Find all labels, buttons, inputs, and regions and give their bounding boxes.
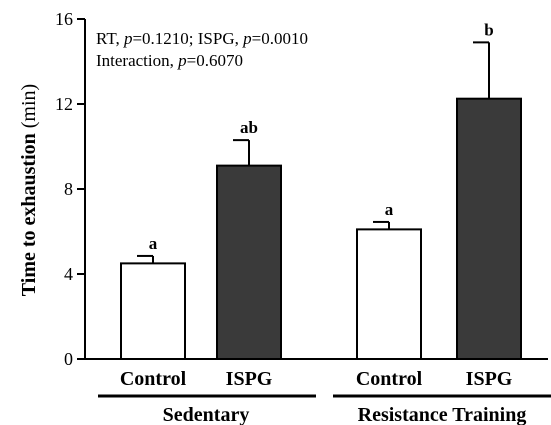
y-tick-label: 8 <box>64 179 73 199</box>
group-label-sedentary: Sedentary <box>163 404 250 425</box>
y-tick-label: 12 <box>55 94 73 114</box>
y-tick-label: 4 <box>64 264 73 284</box>
bar-sedentary-ispg <box>216 164 282 360</box>
y-ticks: 0 4 8 12 16 <box>55 9 85 369</box>
category-label-sedentary-control: Control <box>120 368 187 390</box>
y-axis-label: Time to exhaustion (min) <box>18 84 40 296</box>
sig-letter-sedentary-control: a <box>149 234 158 253</box>
bar-resistance-training-control <box>356 228 422 360</box>
bar-resistance-training-ispg <box>456 97 522 360</box>
stats-annotation-line-1: RT, p=0.1210; ISPG, p=0.0010 <box>96 29 308 48</box>
group-label-resistance-training: Resistance Training <box>358 404 527 425</box>
y-tick-label: 16 <box>55 9 73 29</box>
sig-letter-sedentary-ispg: ab <box>240 118 258 137</box>
sig-letter-resistance-training-control: a <box>385 200 394 219</box>
category-label-sedentary-ispg: ISPG <box>226 368 273 390</box>
bars-layer: a Control ab ISPG a Control b ISPG <box>120 20 522 390</box>
category-label-resistance-training-control: Control <box>356 368 423 390</box>
bar-sedentary-control <box>120 262 186 360</box>
category-label-resistance-training-ispg: ISPG <box>466 368 513 390</box>
y-tick-label: 0 <box>64 349 73 369</box>
stats-annotation-line-2: Interaction, p=0.6070 <box>96 51 243 70</box>
sig-letter-resistance-training-ispg: b <box>484 20 493 39</box>
